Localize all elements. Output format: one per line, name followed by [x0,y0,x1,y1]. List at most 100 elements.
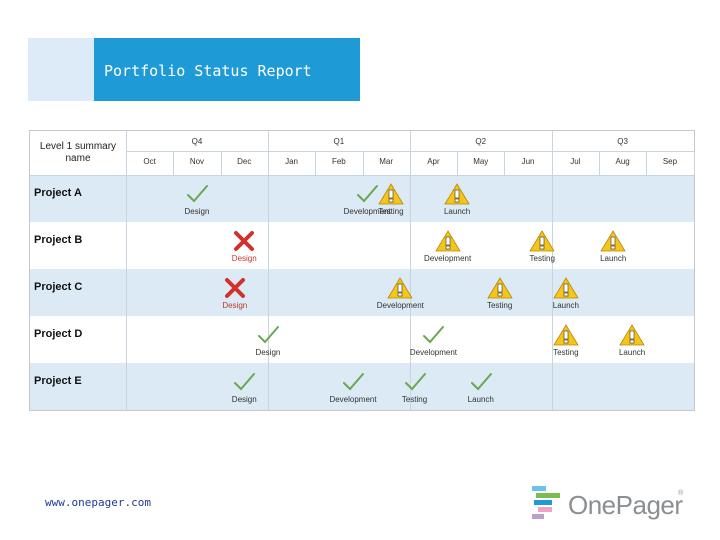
warning-icon [529,230,555,252]
month-label: Aug [615,157,630,166]
milestone-label: Testing [486,301,513,310]
month-label: Jan [285,157,298,166]
onepager-logo: OnePager ® [532,484,692,520]
quarter-divider [409,131,411,410]
page-title: Portfolio Status Report [104,62,312,80]
logo-bar [536,493,560,498]
check-icon [257,326,279,344]
milestone-label: Launch [443,207,471,216]
month-label: Mar [379,157,394,166]
milestone-check[interactable]: Development [337,183,397,216]
logo-bar [532,514,544,519]
milestone-label: Launch [600,254,627,263]
month-divider [362,151,364,175]
milestone-label: Design [255,348,281,357]
month-divider [315,151,317,175]
warning-icon [619,324,645,346]
milestone-label: Launch [552,301,579,310]
month-label: Feb [331,157,346,166]
month-divider [599,151,600,175]
check-icon [234,373,256,391]
month-label: Jul [570,157,581,166]
warning-icon [444,183,470,205]
project-row: Project D [30,316,694,363]
month-divider [504,151,506,175]
month-divider [173,151,175,175]
milestone-check[interactable]: Launch [451,371,511,404]
quarter-label: Q1 [333,137,345,146]
warning-icon [434,230,461,252]
milestone-warning[interactable]: Launch [602,324,662,357]
project-label: Project A [34,187,82,199]
title-accent-block [28,38,94,101]
check-icon [470,373,492,391]
month-divider [693,151,695,175]
warning-icon [600,230,626,252]
project-label: Project C [34,281,83,293]
quarter-divider [126,131,127,410]
milestone-warning[interactable]: Testing [470,277,530,310]
milestone-warning[interactable]: Testing [361,183,421,216]
portfolio-timeline-chart: Level 1 summary name Project A Project B P… [29,130,695,411]
warning-icon [553,277,579,299]
milestone-label: Design [184,207,210,216]
milestone-label: Launch [618,348,646,357]
month-divider [457,151,459,175]
milestone-check[interactable]: Design [214,371,274,404]
quarter-label: Q4 [191,137,203,146]
milestone-cross[interactable]: Design [214,230,274,263]
milestone-warning[interactable]: Testing [536,324,596,357]
quarter-label: Q3 [617,137,628,146]
month-label: Nov [189,157,205,166]
milestone-label: Design [231,254,257,263]
project-row: Project C [30,269,694,316]
milestone-label: Development [329,395,377,404]
milestone-warning[interactable]: Development [370,277,430,310]
milestone-label: Testing [401,395,428,404]
warning-icon [378,183,404,205]
milestone-warning[interactable]: Launch [583,230,643,263]
check-icon [404,373,426,391]
quarter-label: Q2 [475,137,487,146]
month-divider [220,151,222,175]
quarter-divider [267,131,269,410]
logo-registered-mark: ® [678,490,684,497]
month-label: Dec [237,157,252,166]
milestone-check[interactable]: Development [403,324,463,357]
cross-icon [234,231,255,251]
month-label: Oct [143,157,156,166]
milestone-label: Testing [529,254,555,263]
milestone-warning[interactable]: Launch [536,277,596,310]
milestone-cross[interactable]: Design [205,277,265,310]
milestone-label: Testing [378,207,404,216]
milestone-warning[interactable]: Launch [427,183,487,216]
project-label: Project D [34,328,83,340]
milestone-check[interactable]: Design [238,324,298,357]
milestone-check[interactable]: Development [323,371,383,404]
month-label: Jun [521,157,535,166]
milestone-label: Launch [467,395,494,404]
month-divider [646,151,648,175]
milestone-check[interactable]: Design [167,183,227,216]
milestone-label: Development [376,301,424,310]
logo-wordmark: OnePager [568,490,683,520]
project-row: Project B [30,222,694,269]
logo-bar [534,500,552,505]
warning-icon [553,324,579,346]
milestone-check[interactable]: Testing [385,371,445,404]
milestone-warning[interactable]: Development [418,230,478,263]
logo-bar [532,486,546,491]
quarter-header-divider [126,151,694,152]
milestone-label: Development [343,207,391,216]
header-summary-label: Level 1 summary name [39,141,117,164]
check-icon [357,185,379,203]
quarter-divider [551,131,553,410]
header-divider [30,175,694,176]
warning-icon [387,277,414,299]
check-icon [343,373,365,391]
month-label: Sep [662,157,678,166]
project-label: Project B [34,234,83,246]
milestone-warning[interactable]: Testing [512,230,572,263]
check-icon [186,185,208,203]
footer-url[interactable]: www.onepager.com [45,496,151,509]
